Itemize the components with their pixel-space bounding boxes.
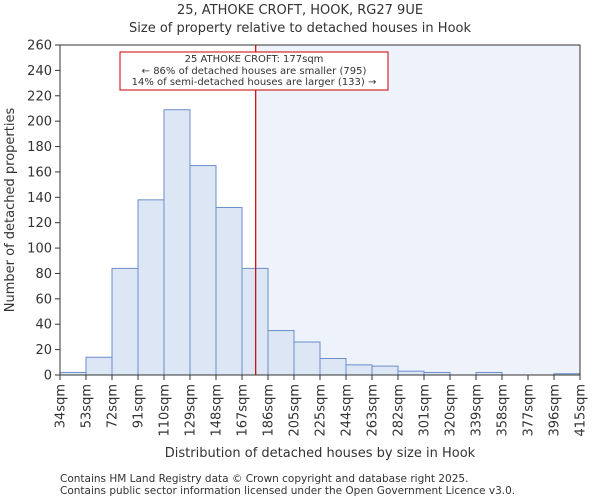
histogram-bar xyxy=(189,165,217,376)
y-tick-label: 100 xyxy=(27,242,52,257)
y-axis-label: Number of detached properties xyxy=(3,108,18,313)
histogram-bar xyxy=(371,365,399,376)
x-tick-label: 339sqm xyxy=(470,384,485,437)
y-tick-label: 220 xyxy=(27,89,52,104)
x-tick-label: 53sqm xyxy=(80,384,95,428)
x-tick-label: 415sqm xyxy=(574,384,589,437)
chart-subtitle: Size of property relative to detached ho… xyxy=(129,21,471,36)
annotation-line-3: 14% of semi-detached houses are larger (… xyxy=(132,77,377,88)
y-tick-label: 160 xyxy=(27,165,52,180)
x-tick-label: 225sqm xyxy=(314,384,329,437)
histogram-chart: 0 20 40 60 80 100 120 140 160 180 200 220 240 260 34s… xyxy=(3,39,589,462)
footer-licence: Contains public sector information licen… xyxy=(60,485,516,497)
y-axis: 0 20 40 60 80 100 120 140 160 180 200 220 240 260 xyxy=(27,39,60,384)
y-tick-label: 200 xyxy=(27,115,52,130)
x-tick-label: 301sqm xyxy=(418,384,433,437)
histogram-bar xyxy=(137,199,165,376)
x-axis: 34sqm 53sqm 72sqm 91sqm 110sqm 129sqm 148sqm 16… xyxy=(54,375,589,437)
histogram-bar xyxy=(241,267,269,376)
footer-copyright: Contains HM Land Registry data © Crown c… xyxy=(60,473,469,485)
histogram-bar xyxy=(163,109,191,376)
histogram-bar xyxy=(397,370,425,376)
histogram-bar xyxy=(293,341,321,376)
x-tick-label: 263sqm xyxy=(366,384,381,437)
x-tick-label: 186sqm xyxy=(262,384,277,437)
histogram-bar xyxy=(111,267,139,376)
larger-region-shade xyxy=(255,45,580,375)
y-tick-label: 80 xyxy=(35,267,52,282)
bar-series xyxy=(59,109,581,376)
annotation-line-1: 25 ATHOKE CROFT: 177sqm xyxy=(185,54,324,65)
x-tick-label: 244sqm xyxy=(340,384,355,437)
x-tick-label: 148sqm xyxy=(210,384,225,437)
y-tick-label: 0 xyxy=(44,369,52,384)
y-tick-label: 60 xyxy=(35,292,52,307)
y-tick-label: 40 xyxy=(35,318,52,333)
x-tick-label: 396sqm xyxy=(548,384,563,437)
x-tick-label: 282sqm xyxy=(392,384,407,437)
x-tick-label: 167sqm xyxy=(236,384,251,437)
x-tick-label: 110sqm xyxy=(158,384,173,437)
chart-title: 25, ATHOKE CROFT, HOOK, RG27 9UE xyxy=(176,3,424,18)
y-tick-label: 20 xyxy=(35,343,52,358)
x-tick-label: 91sqm xyxy=(132,384,147,428)
y-tick-label: 140 xyxy=(27,191,52,206)
x-tick-label: 72sqm xyxy=(106,384,121,428)
plot-frame xyxy=(59,44,581,376)
histogram-bar xyxy=(267,330,295,376)
x-tick-label: 377sqm xyxy=(522,384,537,437)
annotation-border xyxy=(119,51,389,91)
histogram-bar xyxy=(85,356,113,376)
annotation-box: 25 ATHOKE CROFT: 177sqm ← 86% of detache… xyxy=(119,51,389,91)
x-tick-label: 129sqm xyxy=(184,384,199,437)
y-tick-label: 240 xyxy=(27,64,52,79)
y-tick-label: 180 xyxy=(27,140,52,155)
annotation-line-2: ← 86% of detached houses are smaller (79… xyxy=(142,66,367,77)
y-tick-label: 260 xyxy=(27,39,52,54)
x-tick-label: 205sqm xyxy=(288,384,303,437)
x-tick-label: 34sqm xyxy=(54,384,69,428)
y-tick-label: 120 xyxy=(27,216,52,231)
histogram-bar xyxy=(215,206,243,376)
x-tick-label: 358sqm xyxy=(496,384,511,437)
histogram-bar xyxy=(345,364,373,376)
x-tick-label: 320sqm xyxy=(444,384,459,437)
x-axis-label: Distribution of detached houses by size … xyxy=(165,446,476,461)
histogram-bar xyxy=(319,358,347,376)
